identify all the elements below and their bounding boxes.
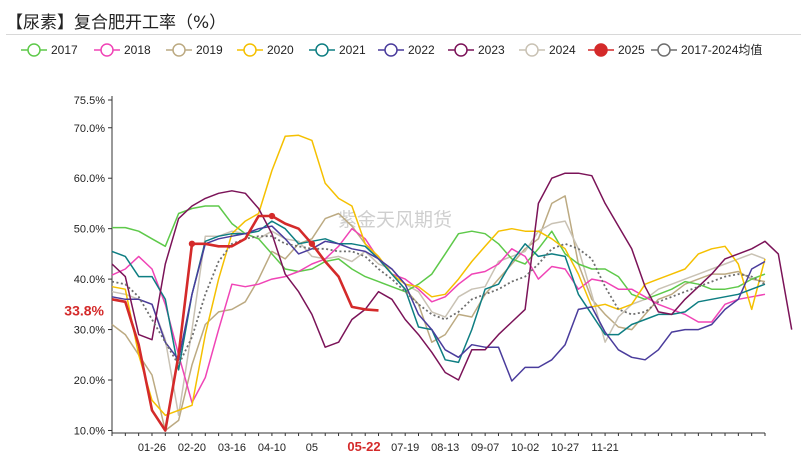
x-tick-label: 05 [306, 442, 318, 454]
x-tick-label: 08-13 [431, 442, 459, 454]
series-line-2017-2024均值 [111, 235, 766, 366]
legend-item-2025[interactable]: 2025 [588, 43, 645, 57]
legend-label: 2021 [339, 43, 366, 57]
x-tick-label: 03-16 [218, 442, 246, 454]
x-tick-label: 04-10 [258, 442, 286, 454]
x-tick-label: 02-20 [178, 442, 206, 454]
last-date-label: 05-22 [347, 439, 380, 454]
x-tick-label: 10-02 [511, 442, 539, 454]
y-tick-label: 10.0% [74, 425, 105, 437]
legend-item-2017[interactable]: 2017 [21, 43, 78, 57]
legend-swatch-marker [172, 43, 186, 57]
series-point-2025 [268, 212, 276, 220]
legend-item-2020[interactable]: 2020 [237, 43, 294, 57]
legend-item-2022[interactable]: 2022 [378, 43, 435, 57]
series-point-2025 [308, 240, 316, 247]
legend-item-2017-2024均值[interactable]: 2017-2024均值 [651, 42, 762, 57]
y-tick-label: 70.0% [74, 123, 105, 135]
callout-value: 33.8% [64, 302, 104, 318]
legend: 2017 2018 2019 2020 2021 2022 2023 2024 2025 2017… [21, 42, 762, 57]
legend-label: 2017-2024均值 [681, 42, 762, 57]
legend-label: 2020 [267, 43, 294, 57]
x-tick-label: 07-19 [391, 442, 419, 454]
legend-swatch-marker [594, 43, 608, 57]
legend-item-2024[interactable]: 2024 [519, 43, 576, 57]
legend-swatch-marker [243, 43, 257, 57]
x-tick-label: 09-07 [471, 442, 499, 454]
watermark-group: 紫金天风期货 [338, 209, 452, 231]
series-line-2025 [111, 214, 379, 432]
legend-swatch-marker [315, 43, 329, 57]
legend-swatch-marker [27, 43, 41, 57]
legend-swatch-marker [525, 43, 539, 57]
y-tick-label: 20.0% [74, 375, 105, 387]
series-line-2023 [111, 172, 793, 381]
legend-swatch-marker [657, 43, 671, 57]
legend-label: 2022 [408, 43, 435, 57]
legend-item-2019[interactable]: 2019 [166, 43, 223, 57]
x-tick-label: 01-26 [138, 442, 166, 454]
legend-swatch-marker [100, 43, 114, 57]
series-line-2022 [111, 225, 766, 382]
last-date-bg [337, 438, 387, 457]
x-tick-label: 10-27 [551, 442, 579, 454]
y-tick-label: 40.0% [74, 274, 105, 286]
series-line-2020 [111, 134, 766, 417]
axes: 10.0% 20.0% 30.0% 40.0% 50.0% 60.0% 70.0% 75.5%… [74, 95, 766, 454]
callout-bg [60, 300, 108, 320]
legend-label: 2025 [618, 43, 645, 57]
legend-swatch-marker [384, 43, 398, 57]
legend-label: 2024 [549, 43, 576, 57]
y-tick-label: 30.0% [74, 325, 105, 337]
series-line-2018 [111, 227, 766, 404]
series-point-2025 [188, 240, 196, 247]
watermark: 紫金天风期货 [338, 209, 452, 231]
legend-item-2023[interactable]: 2023 [448, 43, 505, 57]
y-tick-label: 60.0% [74, 173, 105, 185]
series-line-2017 [112, 205, 766, 301]
title-divider [6, 34, 801, 35]
legend-label: 2019 [196, 43, 223, 57]
series-line-2021 [111, 220, 766, 371]
annotations: 33.8% 05-22 [60, 300, 387, 457]
x-tick-label: 11-21 [591, 442, 618, 454]
y-tick-label: 50.0% [74, 224, 105, 236]
legend-item-2018[interactable]: 2018 [94, 43, 151, 57]
legend-swatch-marker [454, 43, 468, 57]
plot-area [111, 134, 793, 432]
legend-item-2021[interactable]: 2021 [309, 43, 366, 57]
legend-label: 2017 [51, 43, 78, 57]
legend-label: 2018 [124, 43, 151, 57]
y-tick-label: 75.5% [74, 95, 105, 107]
chart-title: 【尿素】复合肥开工率（%） [6, 13, 227, 33]
legend-label: 2023 [478, 43, 505, 57]
